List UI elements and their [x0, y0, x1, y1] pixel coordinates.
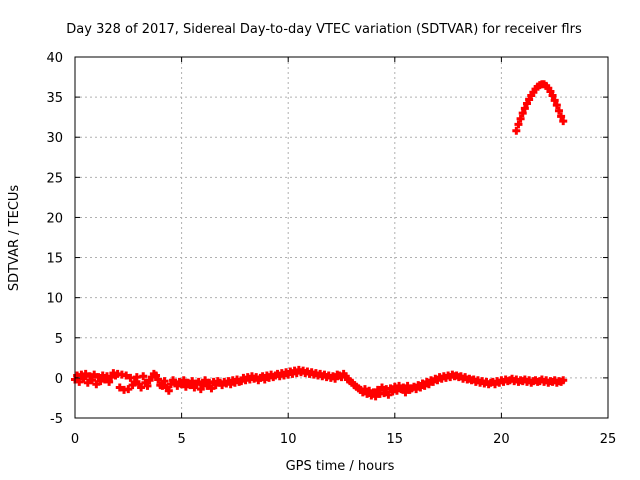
y-tick-label: 35: [46, 91, 63, 106]
data-point: [83, 378, 92, 387]
data-point: [75, 377, 84, 386]
data-point: [81, 369, 90, 378]
data-point: [79, 374, 88, 383]
data-point: [105, 377, 114, 386]
y-tick-label: 30: [46, 131, 63, 146]
data-point: [154, 375, 163, 384]
data-point: [143, 381, 152, 390]
x-tick-label: 25: [600, 432, 617, 447]
data-point: [360, 385, 369, 394]
data-point: [399, 383, 408, 392]
y-tick-label: 40: [46, 51, 63, 66]
data-point: [115, 383, 124, 392]
data-point: [96, 377, 105, 386]
chart-title: Day 328 of 2017, Sidereal Day-to-day VTE…: [66, 22, 582, 37]
data-point: [557, 112, 566, 121]
data-point: [548, 91, 557, 100]
data-point: [130, 377, 139, 386]
data-points: [71, 80, 568, 401]
y-axis-label: SDTVAR / TECUs: [7, 185, 22, 292]
data-point: [207, 384, 216, 393]
x-tick-label: 0: [71, 432, 79, 447]
data-point: [514, 120, 523, 129]
data-point: [392, 386, 401, 395]
x-tick-label: 15: [387, 432, 404, 447]
data-point: [137, 383, 146, 392]
data-point: [201, 376, 210, 385]
data-point: [365, 386, 374, 395]
data-point: [90, 370, 99, 379]
data-point: [552, 101, 561, 110]
plot-frame: [74, 56, 609, 419]
x-tick-label: 20: [493, 432, 510, 447]
x-tick-label: 5: [177, 432, 185, 447]
data-point: [164, 386, 173, 395]
y-tick-label: 0: [55, 372, 63, 387]
data-point: [122, 371, 131, 380]
y-tick-label: 10: [46, 292, 63, 307]
data-point: [196, 385, 205, 394]
data-point: [179, 376, 188, 385]
data-point: [378, 383, 387, 392]
x-tick-label: 10: [280, 432, 297, 447]
data-point: [194, 377, 203, 386]
data-point: [520, 104, 529, 113]
x-axis-label: GPS time / hours: [286, 459, 395, 474]
data-point: [371, 392, 380, 401]
data-point: [559, 117, 568, 126]
data-point: [92, 380, 101, 389]
data-point: [512, 126, 521, 135]
data-point: [160, 377, 169, 386]
y-tick-label: 5: [55, 332, 63, 347]
axis-ticks: 0 5 10 15 20 25 -5 0 5 10 15 20 25 30 35 40: [46, 51, 616, 447]
y-tick-label: 20: [46, 211, 63, 226]
data-point: [401, 388, 410, 397]
data-point: [384, 390, 393, 399]
data-point: [559, 376, 568, 385]
data-point: [124, 385, 133, 394]
data-point: [518, 109, 527, 118]
data-point: [554, 106, 563, 115]
data-point: [158, 381, 167, 390]
data-point: [516, 114, 525, 123]
y-tick-label: -5: [50, 412, 63, 427]
data-point: [550, 96, 559, 105]
y-tick-label: 25: [46, 171, 63, 186]
data-point: [88, 376, 97, 385]
y-tick-label: 15: [46, 252, 63, 267]
data-point: [139, 372, 148, 381]
